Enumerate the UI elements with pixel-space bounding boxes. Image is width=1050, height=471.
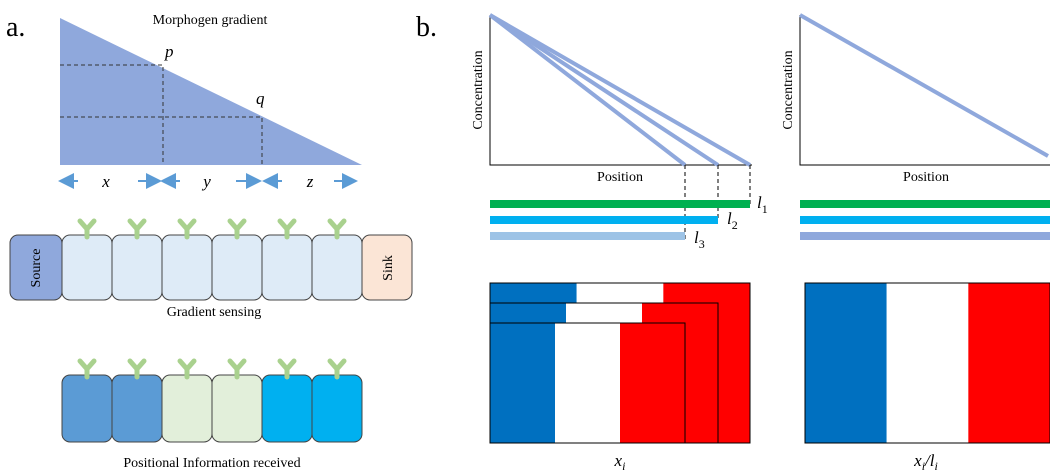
length-label: l1 xyxy=(757,193,768,216)
axes xyxy=(490,15,1050,165)
figure: a. Morphogen gradient p q x y z Source S… xyxy=(0,0,1050,471)
caption: Positional Information received xyxy=(123,456,300,471)
length-bar xyxy=(490,232,685,240)
y-axis-label: Concentration xyxy=(781,50,796,129)
gradient-line xyxy=(800,15,1048,156)
flag-stripe xyxy=(805,283,887,443)
cell xyxy=(212,375,262,442)
x-axis-label: Position xyxy=(903,170,949,185)
cell xyxy=(312,235,362,300)
sink-label: Sink xyxy=(381,255,396,281)
gradient-line xyxy=(490,15,750,165)
length-bar xyxy=(800,200,1050,208)
segment-label: x xyxy=(101,172,110,191)
subscript: 2 xyxy=(732,218,738,232)
cell xyxy=(112,235,162,300)
flag-stripe xyxy=(490,323,555,443)
y-axis-label: Concentration xyxy=(471,50,486,129)
segment-label: y xyxy=(201,172,211,191)
subscript: 3 xyxy=(699,237,705,251)
length-bar xyxy=(800,232,1050,240)
cell xyxy=(62,235,112,300)
length-bar xyxy=(800,216,1050,224)
panel-label: b. xyxy=(416,12,437,43)
cell xyxy=(62,375,112,442)
point-label: q xyxy=(256,89,265,108)
subscript: 1 xyxy=(762,202,768,216)
flag-stripe xyxy=(887,283,969,443)
length-bar xyxy=(490,216,718,224)
cell xyxy=(162,235,212,300)
x-axis-label: Position xyxy=(597,170,643,185)
subscript: i xyxy=(622,459,625,471)
source-label: Source xyxy=(29,249,44,288)
cells xyxy=(62,221,362,442)
flag-stripe xyxy=(555,323,620,443)
length-label: l2 xyxy=(727,209,738,232)
gradient-line xyxy=(490,15,718,165)
cell xyxy=(262,375,312,442)
gradient-lines xyxy=(490,15,1048,165)
point-label: p xyxy=(164,42,174,61)
caption: Gradient sensing xyxy=(167,305,261,320)
gradient-line xyxy=(490,15,685,165)
flag-stripe xyxy=(968,283,1050,443)
panel-label: a. xyxy=(6,12,25,43)
cell xyxy=(162,375,212,442)
length-bar xyxy=(490,200,750,208)
page: a. Morphogen gradient p q x y z Source S… xyxy=(0,0,1050,471)
flags xyxy=(490,283,1050,443)
subscript: i xyxy=(935,459,938,471)
flag-stripe xyxy=(620,323,685,443)
segment-label: z xyxy=(306,172,314,191)
panel-title: Morphogen gradient xyxy=(153,13,268,28)
caption: xi xyxy=(614,451,626,471)
cell xyxy=(212,235,262,300)
caption: xi/li xyxy=(913,451,938,471)
gradient-triangle xyxy=(60,18,362,165)
length-label: l3 xyxy=(694,228,705,251)
cell xyxy=(112,375,162,442)
cell xyxy=(262,235,312,300)
cell xyxy=(312,375,362,442)
